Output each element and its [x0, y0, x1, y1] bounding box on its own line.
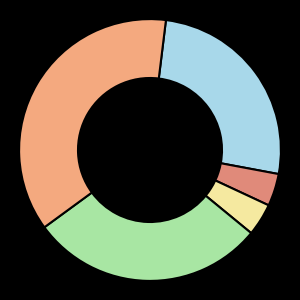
Wedge shape [206, 180, 268, 233]
Wedge shape [44, 193, 251, 281]
Wedge shape [159, 20, 281, 174]
Wedge shape [215, 163, 279, 205]
Wedge shape [19, 19, 166, 227]
